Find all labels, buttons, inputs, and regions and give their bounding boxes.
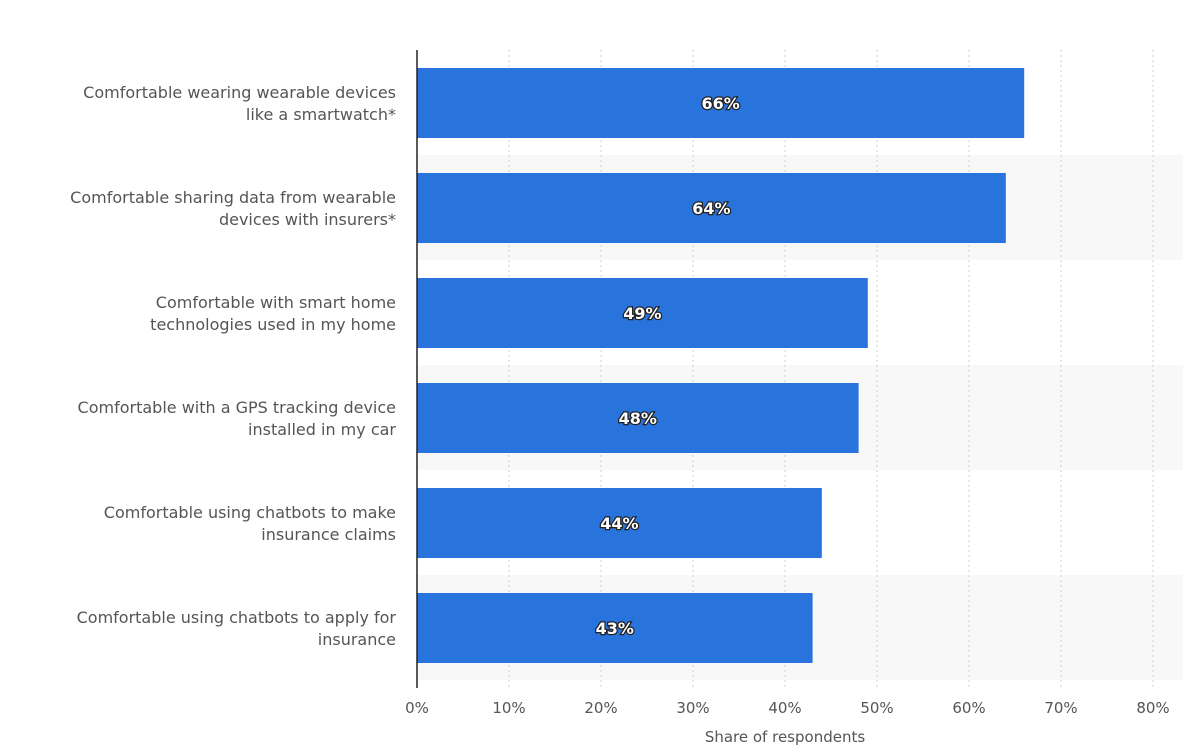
data-label: 64% xyxy=(692,199,730,218)
x-tick-label: 0% xyxy=(405,699,429,717)
category-label: Comfortable wearing wearable devices xyxy=(83,83,396,102)
x-tick-label: 40% xyxy=(768,699,801,717)
data-label: 66% xyxy=(701,94,739,113)
x-tick-label: 30% xyxy=(676,699,709,717)
data-label: 44% xyxy=(600,514,638,533)
x-tick-label: 80% xyxy=(1136,699,1169,717)
category-label: installed in my car xyxy=(248,420,396,439)
gridlines xyxy=(508,50,1154,688)
category-label: devices with insurers* xyxy=(219,210,396,229)
data-label: 43% xyxy=(596,619,634,638)
category-label: Comfortable sharing data from wearable xyxy=(70,188,396,207)
bars xyxy=(417,68,1025,663)
category-label: Comfortable using chatbots to make xyxy=(104,503,396,522)
category-label: insurance xyxy=(318,630,396,649)
bar[interactable] xyxy=(417,488,822,558)
data-labels: 66% 64% 49% 48% 44% 43% xyxy=(594,93,741,640)
x-tick-label: 10% xyxy=(492,699,525,717)
data-label: 48% xyxy=(619,409,657,428)
x-tick-label: 60% xyxy=(952,699,985,717)
category-labels: Comfortable wearing wearable devices like… xyxy=(70,83,396,649)
bar[interactable] xyxy=(417,383,859,453)
x-axis-title: Share of respondents xyxy=(705,728,866,746)
category-label: insurance claims xyxy=(261,525,396,544)
x-tick-label: 70% xyxy=(1044,699,1077,717)
bar[interactable] xyxy=(417,173,1006,243)
category-label: Comfortable with a GPS tracking device xyxy=(78,398,396,417)
x-tick-label: 50% xyxy=(860,699,893,717)
category-label: Comfortable with smart home xyxy=(156,293,396,312)
category-label: like a smartwatch* xyxy=(246,105,396,124)
data-label: 49% xyxy=(623,304,661,323)
x-tick-label: 20% xyxy=(584,699,617,717)
category-label: technologies used in my home xyxy=(150,315,396,334)
category-label: Comfortable using chatbots to apply for xyxy=(77,608,397,627)
bar[interactable] xyxy=(417,68,1025,138)
x-tick-labels: 0% 10% 20% 30% 40% 50% 60% 70% 80% xyxy=(405,699,1170,717)
bar[interactable] xyxy=(417,593,813,663)
bar[interactable] xyxy=(417,278,868,348)
